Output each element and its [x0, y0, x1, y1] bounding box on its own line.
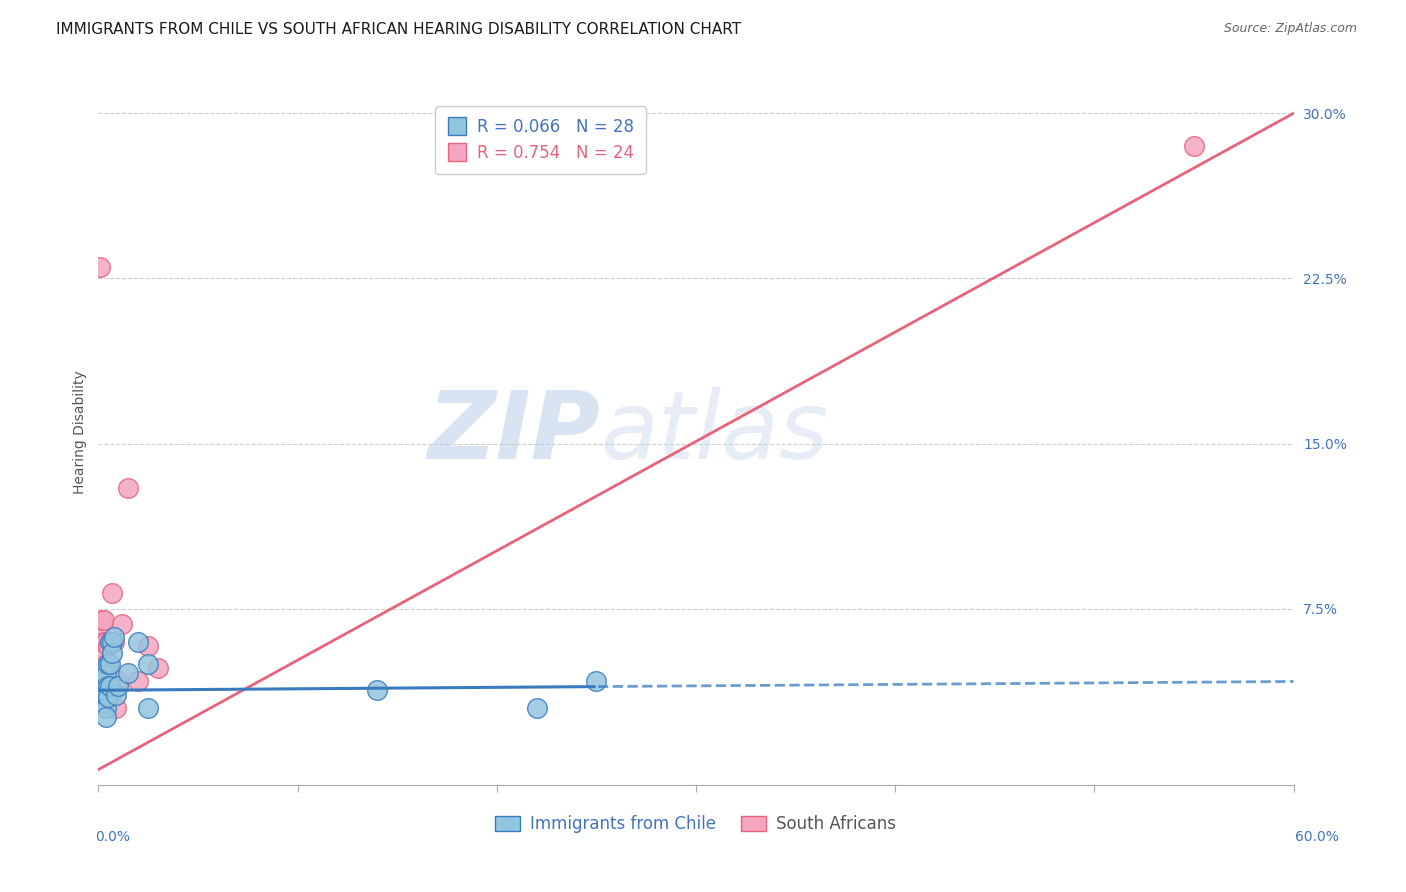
Point	[96, 688, 118, 702]
Text: Source: ZipAtlas.com: Source: ZipAtlas.com	[1223, 22, 1357, 36]
Point	[91, 674, 114, 689]
Point	[136, 657, 159, 671]
Point	[105, 701, 128, 715]
Point	[136, 639, 159, 653]
Point	[366, 683, 388, 698]
Point	[93, 661, 115, 675]
Point	[96, 701, 118, 715]
Y-axis label: Hearing Disability: Hearing Disability	[73, 371, 87, 494]
Point	[103, 631, 125, 645]
Legend: Immigrants from Chile, South Africans: Immigrants from Chile, South Africans	[489, 809, 903, 840]
Point	[91, 697, 114, 711]
Point	[98, 657, 122, 671]
Point	[96, 668, 118, 682]
Point	[91, 690, 114, 704]
Point	[91, 613, 114, 627]
Point	[103, 635, 125, 649]
Point	[101, 646, 124, 660]
Point	[111, 617, 134, 632]
Point	[107, 674, 129, 689]
Text: IMMIGRANTS FROM CHILE VS SOUTH AFRICAN HEARING DISABILITY CORRELATION CHART: IMMIGRANTS FROM CHILE VS SOUTH AFRICAN H…	[56, 22, 741, 37]
Text: 0.0%: 0.0%	[96, 830, 131, 844]
Point	[97, 679, 120, 693]
Point	[136, 701, 159, 715]
Point	[97, 690, 120, 704]
Point	[585, 674, 607, 689]
Point	[107, 679, 129, 693]
Text: ZIP: ZIP	[427, 386, 600, 479]
Point	[93, 674, 115, 689]
Point	[97, 639, 120, 653]
Point	[98, 690, 122, 704]
Point	[1182, 139, 1205, 153]
Text: 60.0%: 60.0%	[1295, 830, 1339, 844]
Point	[96, 709, 118, 723]
Point	[148, 661, 170, 675]
Point	[93, 635, 115, 649]
Point	[526, 701, 548, 715]
Point	[101, 586, 124, 600]
Point	[127, 674, 149, 689]
Point	[96, 657, 118, 671]
Point	[117, 481, 139, 495]
Point	[101, 635, 124, 649]
Point	[127, 635, 149, 649]
Point	[89, 679, 111, 693]
Point	[117, 665, 139, 680]
Point	[91, 646, 114, 660]
Point	[105, 688, 128, 702]
Point	[89, 260, 111, 275]
Point	[89, 624, 111, 638]
Point	[97, 657, 120, 671]
Point	[89, 690, 111, 704]
Point	[98, 679, 122, 693]
Point	[98, 635, 122, 649]
Point	[93, 613, 115, 627]
Point	[93, 683, 115, 698]
Point	[96, 635, 118, 649]
Text: atlas: atlas	[600, 387, 828, 478]
Point	[97, 679, 120, 693]
Point	[98, 635, 122, 649]
